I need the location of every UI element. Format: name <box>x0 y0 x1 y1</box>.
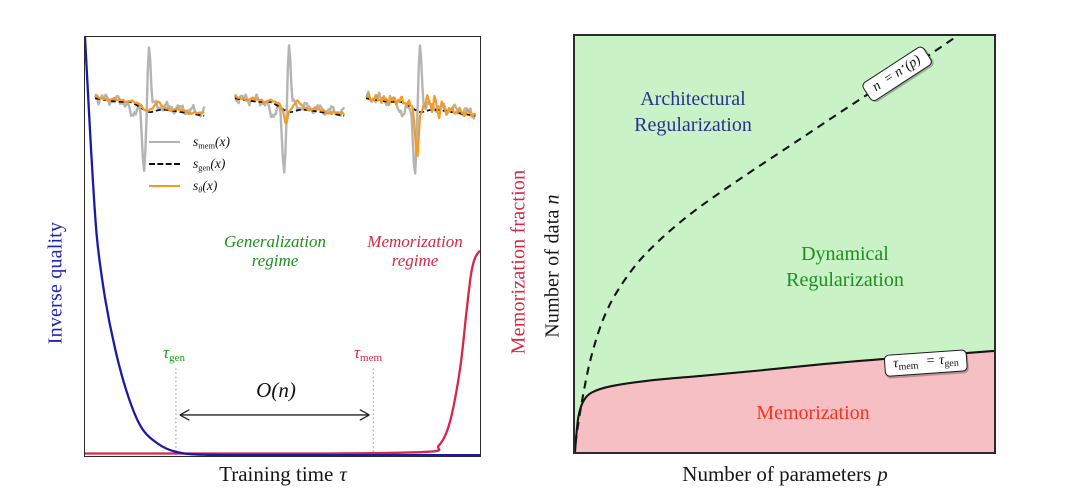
big-o-n-label: O(n) <box>256 378 296 402</box>
legend-label-s-theta: sθ(x) <box>193 177 218 195</box>
memorization-fraction-axis-label: Memorization fraction <box>507 169 530 355</box>
generalization-regime-label: Generalization regime <box>224 232 326 270</box>
inset-legend: smem(x) sgen(x) sθ(x) <box>149 131 230 197</box>
gray-line-swatch <box>149 141 180 143</box>
inverse-quality-axis-label: Inverse quality <box>44 221 67 345</box>
s-theta-signal <box>365 92 476 158</box>
legend-item-s-theta: sθ(x) <box>149 175 230 197</box>
inverse-quality-curve <box>85 37 480 456</box>
memorization-regime-line1: Memorization <box>367 232 463 251</box>
memorization-region-label: Memorization <box>756 402 870 424</box>
architectural-line2: Regularization <box>634 114 752 136</box>
number-of-data-axis-label: Number of datan <box>541 194 564 338</box>
memorization-regime-line2: regime <box>391 251 439 270</box>
orange-line-swatch <box>149 185 180 187</box>
inset-waveform-3 <box>365 44 477 175</box>
memorization-regime-label: Memorization regime <box>367 232 462 270</box>
architectural-regularization-label: Architectural Regularization <box>634 86 752 138</box>
tau-mem-marker: τmem <box>353 343 383 365</box>
inset-waveform-2 <box>233 44 346 174</box>
memorization-fraction-curve <box>85 249 480 455</box>
s-theta-signal <box>234 93 346 125</box>
generalization-regime-line1: Generalization <box>224 232 326 251</box>
dynamical-line1: Dynamical <box>801 243 889 265</box>
legend-item-s-mem: smem(x) <box>149 131 230 153</box>
legend-label-s-gen: sgen(x) <box>193 155 226 173</box>
s-theta-signal <box>94 93 205 116</box>
s-gen-signal <box>94 97 205 117</box>
inset-waveform-1 <box>93 46 206 173</box>
right-xaxis-label: Number of parameters p <box>682 462 888 486</box>
dynamical-line2: Regularization <box>786 269 904 291</box>
legend-item-s-gen: sgen(x) <box>149 153 230 175</box>
architectural-line1: Architectural <box>640 88 746 110</box>
phase-diagram-panel: Architectural Regularization Dynamical R… <box>573 34 996 454</box>
generalization-regime-line2: regime <box>251 251 299 270</box>
dynamical-regularization-label: Dynamical Regularization <box>786 241 904 293</box>
s-mem-signal <box>233 44 346 174</box>
left-xaxis-label: Training time τ <box>219 462 347 486</box>
order-n-gap-arrow <box>179 409 370 421</box>
dashed-line-swatch <box>149 163 180 165</box>
n-star-boundary-curve <box>575 36 958 444</box>
tau-gen-marker: τgen <box>163 343 185 365</box>
training-dynamics-plot-area <box>85 37 480 456</box>
legend-label-s-mem: smem(x) <box>193 133 230 151</box>
training-dynamics-panel: smem(x) sgen(x) sθ(x) Generalization reg… <box>84 36 481 457</box>
